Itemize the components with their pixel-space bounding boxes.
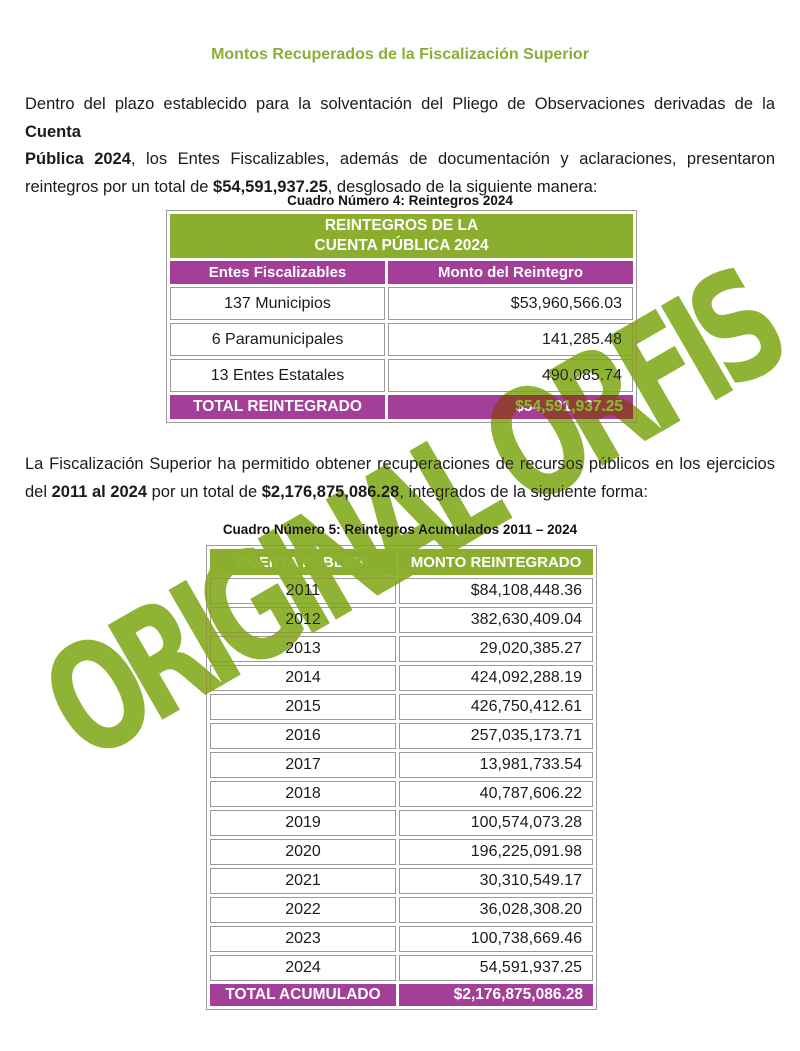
total-row: TOTAL REINTEGRADO $54,591,937.25 — [170, 395, 634, 419]
table-row: 2017 13,981,733.54 — [210, 752, 593, 778]
bold-text: $2,176,875,086.28 — [261, 482, 400, 501]
row-value-cell: 13,981,733.54 — [399, 752, 593, 778]
total-value-cell: $54,591,937.25 — [388, 395, 634, 419]
row-label-cell: 2024 — [210, 955, 396, 981]
row-label-cell: 2019 — [210, 810, 396, 836]
row-label-cell: 13 Entes Estatales — [170, 359, 385, 392]
total-label-cell: TOTAL REINTEGRADO — [170, 395, 385, 419]
row-label-cell: 137 Municipios — [170, 287, 385, 320]
row-value-cell: 141,285.48 — [388, 323, 634, 356]
table-title-row: REINTEGROS DE LA CUENTA PÚBLICA 2024 — [170, 214, 634, 258]
row-value-cell: $84,108,448.36 — [399, 578, 593, 604]
text: , integrados de la siguiente forma: — [399, 482, 648, 501]
text: , desglosado de la siguiente manera: — [327, 177, 598, 196]
table-row: 2013 29,020,385.27 — [210, 636, 593, 662]
bold-text: 2011 al 2024 — [51, 482, 148, 501]
row-value-cell: 29,020,385.27 — [399, 636, 593, 662]
row-label-cell: 2012 — [210, 607, 396, 633]
text: por un total de — [147, 482, 262, 501]
row-value-cell: 196,225,091.98 — [399, 839, 593, 865]
row-value-cell: 257,035,173.71 — [399, 723, 593, 749]
row-value-cell: 36,028,308.20 — [399, 897, 593, 923]
row-value-cell: 30,310,549.17 — [399, 868, 593, 894]
row-label-cell: 2022 — [210, 897, 396, 923]
column-header: CUENTA PÚBLICA — [210, 549, 396, 575]
table-row: 2023 100,738,669.46 — [210, 926, 593, 952]
table-row: 2012 382,630,409.04 — [210, 607, 593, 633]
header-row: Entes Fiscalizables Monto del Reintegro — [170, 261, 634, 284]
row-label-cell: 2014 — [210, 665, 396, 691]
page-title: Montos Recuperados de la Fiscalización S… — [211, 46, 589, 63]
table-row: 137 Municipios $53,960,566.03 — [170, 287, 634, 320]
row-label-cell: 2013 — [210, 636, 396, 662]
column-header: Entes Fiscalizables — [170, 261, 385, 284]
table-reintegros-2024: REINTEGROS DE LA CUENTA PÚBLICA 2024 Entes… — [166, 210, 638, 423]
table-row: 2019 100,574,073.28 — [210, 810, 593, 836]
text: del — [25, 482, 52, 501]
row-label-cell: 2020 — [210, 839, 396, 865]
table-row: 2021 30,310,549.17 — [210, 868, 593, 894]
table1-caption: Cuadro Número 4: Reintegros 2024 — [287, 193, 513, 208]
table-row: 2022 36,028,308.20 — [210, 897, 593, 923]
row-label-cell: 2017 — [210, 752, 396, 778]
bold-text: Cuenta — [25, 122, 81, 141]
paragraph-acumulados: La Fiscalización Superior ha permitido o… — [25, 451, 775, 506]
table-row: 6 Paramunicipales 141,285.48 — [170, 323, 634, 356]
text-line: La Fiscalización Superior ha permitido o… — [25, 451, 775, 479]
text-line: del 2011 al 2024 por un total de $2,176,… — [25, 479, 775, 507]
text-line: reintegros por un total de $54,591,937.2… — [25, 174, 775, 202]
paragraph-intro-2024: Dentro del plazo establecido para la sol… — [25, 91, 775, 201]
row-label-cell: 6 Paramunicipales — [170, 323, 385, 356]
table-row: 2024 54,591,937.25 — [210, 955, 593, 981]
row-value-cell: 490,085.74 — [388, 359, 634, 392]
text: La Fiscalización Superior ha permitido o… — [25, 455, 775, 473]
table-row: 2020 196,225,091.98 — [210, 839, 593, 865]
table-row: 2011 $84,108,448.36 — [210, 578, 593, 604]
row-value-cell: 100,574,073.28 — [399, 810, 593, 836]
table-row: 2018 40,787,606.22 — [210, 781, 593, 807]
bold-text: Pública 2024 — [25, 150, 131, 168]
table-row: 13 Entes Estatales 490,085.74 — [170, 359, 634, 392]
table-reintegros-acumulados: CUENTA PÚBLICA MONTO REINTEGRADO 2011 $84,1… — [206, 545, 597, 1010]
total-row: TOTAL ACUMULADO $2,176,875,086.28 — [210, 984, 593, 1006]
row-value-cell: 54,591,937.25 — [399, 955, 593, 981]
table-row: 2014 424,092,288.19 — [210, 665, 593, 691]
row-value-cell: 424,092,288.19 — [399, 665, 593, 691]
text: Dentro del plazo establecido para la sol… — [25, 95, 775, 113]
text-line: Dentro del plazo establecido para la sol… — [25, 91, 775, 146]
row-label-cell: 2016 — [210, 723, 396, 749]
column-header: Monto del Reintegro — [388, 261, 634, 284]
row-value-cell: 40,787,606.22 — [399, 781, 593, 807]
row-label-cell: 2023 — [210, 926, 396, 952]
text-line: Pública 2024, los Entes Fiscalizables, a… — [25, 146, 775, 174]
row-value-cell: $53,960,566.03 — [388, 287, 634, 320]
row-value-cell: 382,630,409.04 — [399, 607, 593, 633]
table-title-cell: REINTEGROS DE LA CUENTA PÚBLICA 2024 — [170, 214, 634, 258]
column-header: MONTO REINTEGRADO — [399, 549, 593, 575]
total-label-cell: TOTAL ACUMULADO — [210, 984, 396, 1006]
header-row: CUENTA PÚBLICA MONTO REINTEGRADO — [210, 549, 593, 575]
row-label-cell: 2021 — [210, 868, 396, 894]
text: reintegros por un total de — [25, 177, 214, 196]
row-value-cell: 426,750,412.61 — [399, 694, 593, 720]
bold-text: $54,591,937.25 — [213, 177, 328, 196]
row-value-cell: 100,738,669.46 — [399, 926, 593, 952]
row-label-cell: 2018 — [210, 781, 396, 807]
row-label-cell: 2011 — [210, 578, 396, 604]
table-row: 2016 257,035,173.71 — [210, 723, 593, 749]
table2-caption: Cuadro Número 5: Reintegros Acumulados 2… — [222, 522, 578, 537]
total-value-cell: $2,176,875,086.28 — [399, 984, 593, 1006]
table-row: 2015 426,750,412.61 — [210, 694, 593, 720]
row-label-cell: 2015 — [210, 694, 396, 720]
text: , los Entes Fiscalizables, además de doc… — [130, 150, 775, 168]
